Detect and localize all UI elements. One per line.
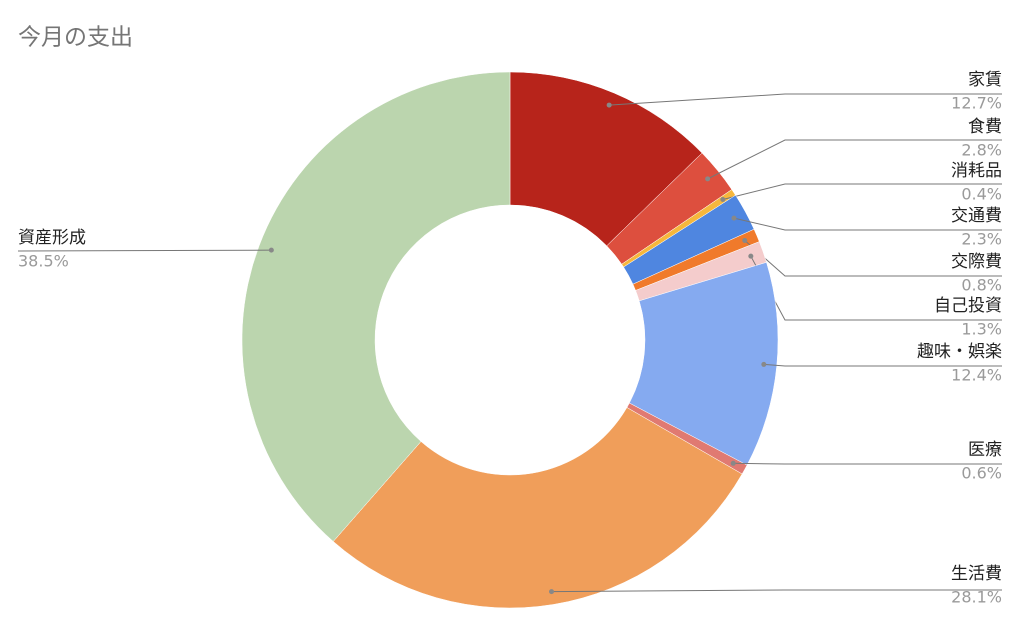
legend-label: 交際費 bbox=[951, 252, 1002, 272]
leader-dot bbox=[720, 197, 726, 203]
legend-label: 資産形成 bbox=[18, 228, 86, 248]
slice bbox=[241, 71, 511, 542]
value-label: 12.4% bbox=[951, 366, 1002, 385]
leader-dot bbox=[606, 102, 612, 108]
leader-line bbox=[17, 249, 272, 252]
value-label: 12.7% bbox=[951, 94, 1002, 113]
leader-line bbox=[609, 93, 1002, 106]
leader-dot bbox=[742, 237, 748, 243]
legend-label: 自己投資 bbox=[934, 296, 1002, 316]
leader-line bbox=[707, 139, 1002, 180]
leader-dot bbox=[730, 460, 736, 466]
legend-label: 消耗品 bbox=[951, 161, 1002, 181]
value-label: 38.5% bbox=[18, 252, 69, 271]
leader-dot bbox=[549, 589, 555, 595]
value-label: 2.3% bbox=[961, 230, 1002, 249]
slice bbox=[332, 407, 743, 609]
leader-line bbox=[733, 462, 1002, 465]
leader-line bbox=[722, 183, 1002, 201]
value-label: 0.6% bbox=[961, 464, 1002, 483]
value-label: 0.8% bbox=[961, 276, 1002, 295]
value-label: 0.4% bbox=[961, 185, 1002, 204]
leader-dot bbox=[705, 176, 711, 182]
chart-title: 今月の支出 bbox=[18, 25, 133, 51]
legend-label: 生活費 bbox=[951, 564, 1002, 584]
leader-dot bbox=[748, 253, 754, 259]
legend-label: 交通費 bbox=[951, 206, 1002, 226]
value-label: 2.8% bbox=[961, 141, 1002, 160]
leader-line bbox=[763, 363, 1002, 367]
leader-dot bbox=[761, 361, 767, 367]
legend-label: 趣味・娯楽 bbox=[917, 342, 1002, 362]
legend-label: 食費 bbox=[968, 117, 1002, 137]
value-label: 28.1% bbox=[951, 588, 1002, 607]
leader-line bbox=[551, 589, 1002, 593]
slice bbox=[629, 262, 779, 466]
value-label: 1.3% bbox=[961, 320, 1002, 339]
leader-dot bbox=[731, 215, 737, 221]
leader-dot bbox=[268, 247, 274, 253]
legend-label: 医療 bbox=[968, 440, 1002, 460]
leader-line bbox=[733, 217, 1002, 231]
legend-label: 家賃 bbox=[968, 70, 1002, 90]
